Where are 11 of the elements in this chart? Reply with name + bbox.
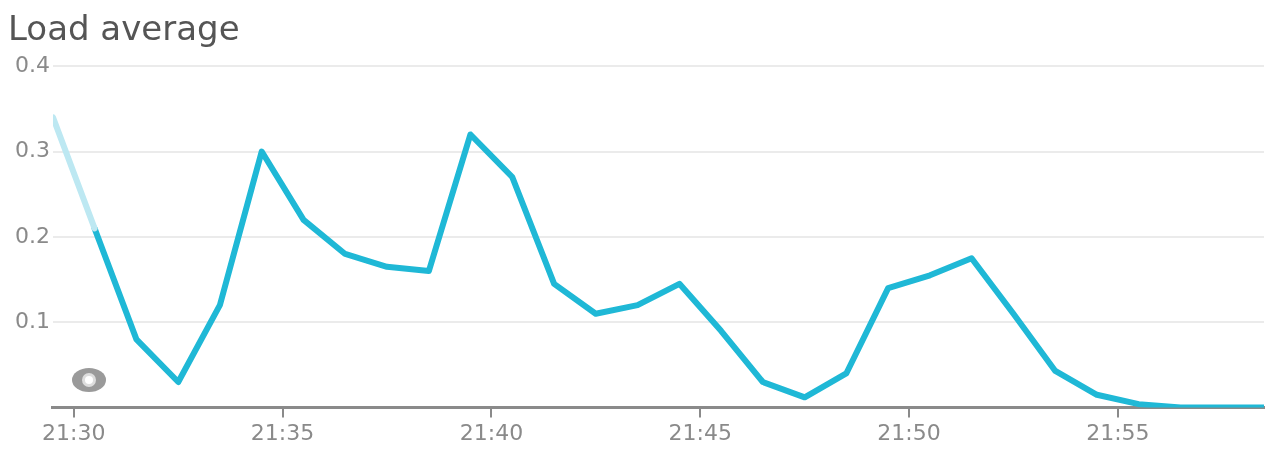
chart-title: Load average	[8, 8, 241, 48]
x-tick-label: 21:45	[668, 419, 732, 445]
y-tick-label: 0.2	[14, 222, 50, 248]
x-tick-label: 21:50	[877, 419, 941, 445]
y-tick-label: 0.4	[14, 51, 50, 77]
x-tick-label: 21:55	[1086, 419, 1150, 445]
y-tick-label: 0.1	[14, 307, 50, 333]
x-tick-label: 21:35	[250, 419, 315, 445]
x-tick-label: 21:40	[459, 419, 524, 445]
y-tick-label: 0.3	[14, 137, 50, 163]
x-tick-label: 21:30	[42, 419, 106, 445]
